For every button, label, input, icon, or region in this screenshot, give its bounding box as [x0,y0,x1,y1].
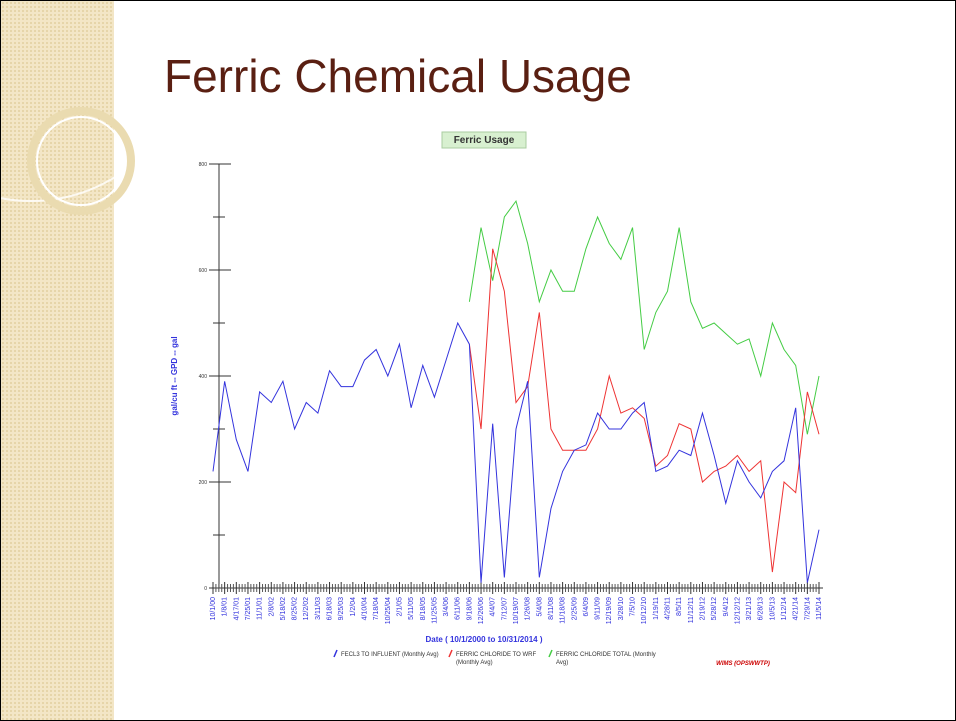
x-tick-label: 7/12/07 [501,597,508,620]
legend-swatch [548,649,553,658]
x-tick-label: 5/18/02 [280,597,287,620]
x-tick-label: 2/8/02 [268,597,275,617]
x-tick-label: 11/25/05 [431,597,438,624]
footnote: WIMS (OPSWWTP) [716,661,770,667]
y-tick-label: 600 [199,268,208,274]
x-tick-label: 1/26/08 [525,597,532,620]
x-tick-label: 11/1/01 [257,597,264,620]
x-tick-label: 11/18/08 [560,597,567,624]
x-tick-label: 2/25/09 [571,597,578,620]
x-tick-label: 9/11/09 [595,597,602,620]
x-tick-label: 2/19/12 [699,597,706,620]
x-tick-label: 12/26/06 [478,597,485,624]
x-tick-label: 9/25/03 [338,597,345,620]
x-tick-label: 4/28/11 [665,597,672,620]
legend-entry: FECL3 TO INFLUENT (Monthly Avg) [341,652,439,658]
x-tick-label: 8/5/11 [676,597,683,616]
x-tick-label: 4/21/14 [793,597,800,620]
x-tick-label: 5/28/12 [711,597,718,620]
x-tick-label: 6/18/03 [327,597,334,620]
x-tick-label: 6/28/13 [758,597,765,620]
x-tick-label: 7/29/14 [804,597,811,620]
x-tick-label: 1/8/01 [222,597,229,617]
x-tick-label: 9/18/06 [466,597,473,620]
x-tick-label: 1/2/04 [350,597,357,617]
series-line [468,199,820,435]
x-tick-label: 3/21/13 [746,597,753,620]
x-tick-label: 4/17/01 [233,597,240,620]
x-axis-label: Date ( 10/1/2000 to 10/31/2014 ) [426,635,543,644]
x-tick-label: 6/11/06 [455,597,462,620]
title-box [441,131,527,149]
x-tick-label: 2/1/05 [396,597,403,617]
y-tick-label: 0 [204,586,207,592]
x-tick-label: 11/12/11 [688,597,695,623]
x-tick-label: 3/11/03 [315,597,322,620]
x-tick-label: 10/25/04 [385,597,392,624]
slide-title: Ferric Chemical Usage [164,50,632,102]
x-tick-label: 4/10/04 [362,597,369,620]
x-tick-label: 7/25/01 [245,597,252,620]
x-tick-label: 5/11/05 [408,597,415,620]
legend-entry: FERRIC CHLORIDE TOTAL (Monthly Avg) [556,652,656,666]
x-tick-label: 8/18/05 [420,597,427,620]
x-tick-label: 12/2/02 [303,597,310,620]
x-tick-label: 3/4/06 [443,597,450,617]
x-tick-label: 8/11/08 [548,597,555,620]
x-tick-label: 4/4/07 [490,597,497,617]
x-tick-label: 9/4/12 [723,597,730,617]
x-tick-label: 11/5/14 [816,597,823,620]
series-line [212,321,820,583]
series-line [468,248,820,573]
x-tick-label: 12/19/09 [606,597,613,624]
x-tick-label: 10/12/10 [641,597,648,624]
x-tick-label: 5/4/08 [536,597,543,617]
x-tick-label: 10/19/07 [513,597,520,624]
y-tick-label: 400 [199,374,208,380]
x-tick-label: 10/1/00 [210,597,217,620]
legend-swatch [333,649,338,658]
chart-title: Ferric Usage [454,135,515,146]
x-tick-label: 12/12/12 [734,597,741,624]
x-tick-label: 3/28/10 [618,597,625,620]
x-tick-label: 7/5/10 [630,597,637,617]
x-tick-label: 8/25/02 [292,597,299,620]
legend-swatch [448,649,453,658]
y-tick-label: 800 [199,162,208,168]
y-tick-label: 200 [199,480,208,486]
x-tick-label: 6/4/09 [583,597,590,617]
x-tick-label: 1/12/14 [781,597,788,620]
x-tick-label: 10/5/13 [769,597,776,620]
x-tick-label: 7/18/04 [373,597,380,620]
x-tick-label: 1/19/11 [653,597,660,620]
legend-entry: FERRIC CHLORIDE TO WRF (Monthly Avg) [456,652,537,666]
y-axis-label: gal/cu ft -- GPD -- gal [170,336,179,415]
